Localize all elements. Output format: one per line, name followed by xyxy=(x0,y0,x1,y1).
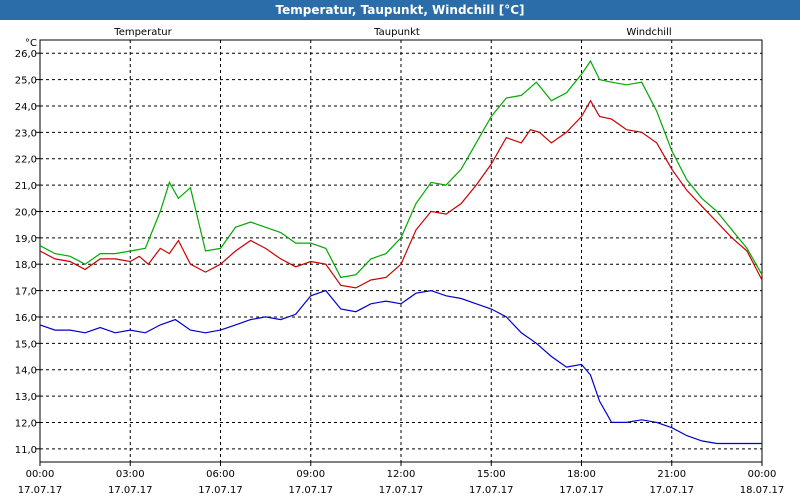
x-tick-time: 21:00 xyxy=(657,469,686,480)
y-tick-label: 23,0 xyxy=(15,128,37,139)
x-tick-date: 17.07.17 xyxy=(379,485,424,496)
y-tick-label: 15,0 xyxy=(15,339,37,350)
series-line-taupunkt xyxy=(39,289,762,445)
x-tick-date: 18.07.17 xyxy=(740,485,785,496)
series-line-temperatur xyxy=(39,99,763,289)
x-tick-date: 17.07.17 xyxy=(559,485,604,496)
y-tick-label: 19,0 xyxy=(15,234,37,245)
y-tick-label: 26,0 xyxy=(15,49,37,60)
y-axis-unit: °C xyxy=(25,38,37,49)
x-tick-time: 15:00 xyxy=(477,469,506,480)
chart-title: Temperatur, Taupunkt, Windchill [°C] xyxy=(0,0,800,20)
y-tick-label: 11,0 xyxy=(15,445,37,456)
y-tick-label: 18,0 xyxy=(15,260,37,271)
x-tick-time: 00:00 xyxy=(26,469,55,480)
y-tick-label: 21,0 xyxy=(15,181,37,192)
x-tick-date: 17.07.17 xyxy=(18,485,63,496)
y-tick-label: 22,0 xyxy=(15,155,37,166)
y-tick-label: 14,0 xyxy=(15,366,37,377)
x-tick-time: 03:00 xyxy=(116,469,145,480)
x-tick-time: 12:00 xyxy=(387,469,416,480)
x-tick-date: 17.07.17 xyxy=(108,485,153,496)
x-tick-date: 17.07.17 xyxy=(469,485,514,496)
legend-temperatur: Temperatur xyxy=(113,27,172,38)
x-tick-date: 17.07.17 xyxy=(288,485,333,496)
x-tick-time: 18:00 xyxy=(567,469,596,480)
x-tick-date: 17.07.17 xyxy=(198,485,243,496)
axis-labels: 11,0 12,0 13,0 14,0 15,0 16,0 17,0 18,0 19,0 20,0… xyxy=(15,38,785,496)
y-tick-label: 13,0 xyxy=(15,392,37,403)
y-tick-label: 12,0 xyxy=(15,418,37,429)
series-line-windchill xyxy=(39,59,763,279)
legend-windchill: Windchill xyxy=(626,27,671,38)
legend-taupunkt: Taupunkt xyxy=(373,27,420,38)
grid-lines xyxy=(40,40,762,462)
y-tick-label: 24,0 xyxy=(15,102,37,113)
y-tick-label: 17,0 xyxy=(15,287,37,298)
y-tick-label: 25,0 xyxy=(15,76,37,87)
legend: Temperatur Taupunkt Windchill xyxy=(113,27,671,38)
x-tick-time: 09:00 xyxy=(296,469,325,480)
series-lines xyxy=(39,59,763,445)
x-tick-date: 17.07.17 xyxy=(649,485,694,496)
y-tick-label: 20,0 xyxy=(15,207,37,218)
x-tick-time: 06:00 xyxy=(206,469,235,480)
y-tick-label: 16,0 xyxy=(15,313,37,324)
x-tick-time: 00:00 xyxy=(748,469,777,480)
